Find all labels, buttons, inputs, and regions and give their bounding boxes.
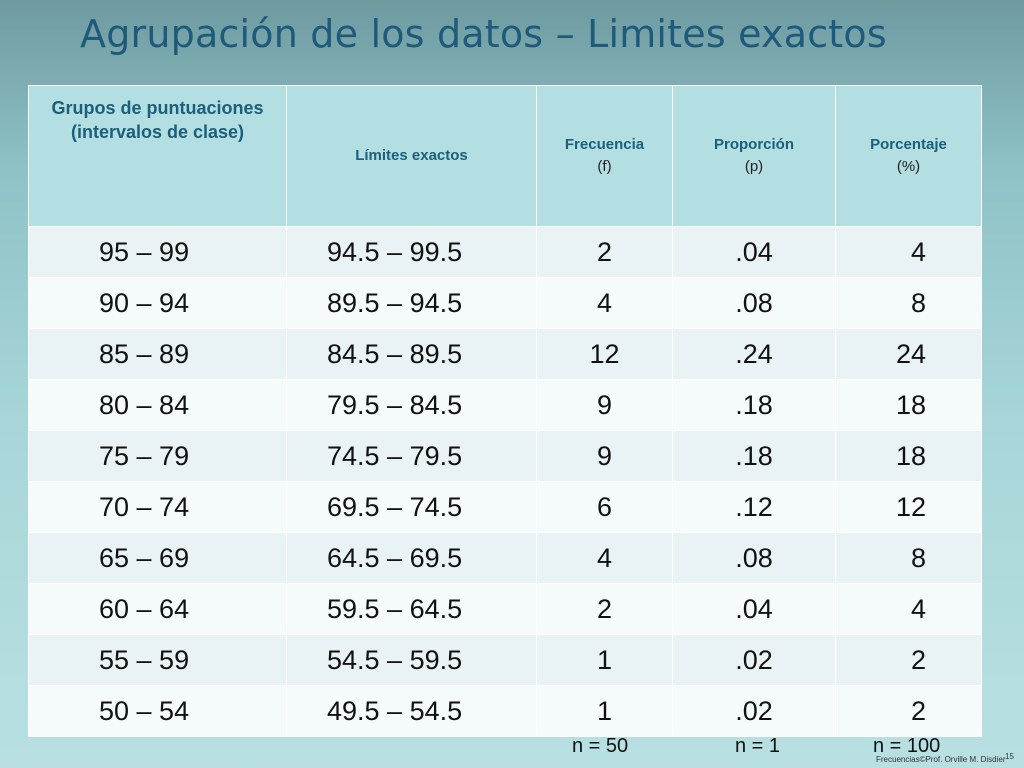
cell-proportion: .04 — [672, 583, 836, 635]
cell-limits: 74.5 – 79.5 — [286, 430, 537, 482]
cell-proportion: .02 — [672, 634, 836, 686]
cell-frequency: 1 — [536, 634, 673, 686]
header-percentage: Porcentaje (%) — [835, 85, 982, 227]
cell-frequency: 1 — [536, 685, 673, 737]
cell-limits: 94.5 – 99.5 — [286, 226, 537, 278]
table-row: 70 – 74 69.5 – 74.5 6.12 12 — [28, 481, 982, 533]
table-body: 95 – 99 94.5 – 99.5 2.04 4 90 – 94 89.5 – 94.… — [28, 226, 982, 737]
total-percentage: n = 100 — [873, 735, 941, 757]
header-proportion: Proporción (p) — [672, 85, 836, 227]
cell-proportion: .04 — [672, 226, 836, 278]
cell-proportion: .08 — [672, 277, 836, 329]
table-row: 75 – 79 74.5 – 79.5 9.18 18 — [28, 430, 982, 482]
table-row: 90 – 94 89.5 – 94.5 4.08 8 — [28, 277, 982, 329]
cell-percentage: 18 — [835, 430, 982, 482]
cell-frequency: 2 — [536, 226, 673, 278]
cell-frequency: 4 — [536, 277, 673, 329]
cell-group: 65 – 69 — [28, 532, 287, 584]
cell-proportion: .18 — [672, 379, 836, 431]
total-proportion: n = 1 — [735, 735, 781, 757]
cell-proportion: .08 — [672, 532, 836, 584]
cell-limits: 64.5 – 69.5 — [286, 532, 537, 584]
cell-limits: 84.5 – 89.5 — [286, 328, 537, 380]
table-header-row: Grupos de puntuaciones (intervalos de cl… — [28, 85, 982, 227]
cell-limits: 79.5 – 84.5 — [286, 379, 537, 431]
cell-percentage: 4 — [835, 226, 982, 278]
table-row: 65 – 69 64.5 – 69.5 4.08 8 — [28, 532, 982, 584]
cell-percentage: 18 — [835, 379, 982, 431]
cell-proportion: .18 — [672, 430, 836, 482]
cell-group: 85 – 89 — [28, 328, 287, 380]
cell-limits: 69.5 – 74.5 — [286, 481, 537, 533]
cell-frequency: 2 — [536, 583, 673, 635]
table-row: 60 – 64 59.5 – 64.5 2.04 4 — [28, 583, 982, 635]
table-row: 80 – 84 79.5 – 84.5 9.18 18 — [28, 379, 982, 431]
header-limits: Límites exactos — [286, 85, 537, 227]
cell-limits: 59.5 – 64.5 — [286, 583, 537, 635]
cell-limits: 49.5 – 54.5 — [286, 685, 537, 737]
cell-percentage: 2 — [835, 685, 982, 737]
footer-credit: Frecuencias©Prof. Orville M. Disdier — [876, 755, 1006, 764]
header-frequency: Frecuencia (f) — [536, 85, 673, 227]
cell-group: 80 – 84 — [28, 379, 287, 431]
cell-percentage: 4 — [835, 583, 982, 635]
cell-frequency: 6 — [536, 481, 673, 533]
cell-frequency: 9 — [536, 430, 673, 482]
total-frequency: n = 50 — [572, 735, 629, 757]
cell-percentage: 2 — [835, 634, 982, 686]
cell-group: 70 – 74 — [28, 481, 287, 533]
header-groups: Grupos de puntuaciones (intervalos de cl… — [28, 85, 287, 227]
table-row: 85 – 89 84.5 – 89.5 12.24 24 — [28, 328, 982, 380]
frequency-table: Grupos de puntuaciones (intervalos de cl… — [28, 85, 982, 737]
cell-proportion: .02 — [672, 685, 836, 737]
cell-proportion: .24 — [672, 328, 836, 380]
cell-percentage: 8 — [835, 532, 982, 584]
cell-group: 55 – 59 — [28, 634, 287, 686]
slide-title: Agrupación de los datos – Limites exacto… — [80, 12, 887, 56]
cell-group: 95 – 99 — [28, 226, 287, 278]
page-number: 15 — [1005, 752, 1014, 761]
cell-group: 90 – 94 — [28, 277, 287, 329]
cell-percentage: 12 — [835, 481, 982, 533]
cell-frequency: 12 — [536, 328, 673, 380]
cell-limits: 89.5 – 94.5 — [286, 277, 537, 329]
cell-group: 75 – 79 — [28, 430, 287, 482]
cell-proportion: .12 — [672, 481, 836, 533]
cell-group: 50 – 54 — [28, 685, 287, 737]
table-row: 95 – 99 94.5 – 99.5 2.04 4 — [28, 226, 982, 278]
cell-group: 60 – 64 — [28, 583, 287, 635]
cell-limits: 54.5 – 59.5 — [286, 634, 537, 686]
cell-frequency: 9 — [536, 379, 673, 431]
table-row: 55 – 59 54.5 – 59.5 1.02 2 — [28, 634, 982, 686]
table-row: 50 – 54 49.5 – 54.5 1.02 2 — [28, 685, 982, 737]
cell-percentage: 24 — [835, 328, 982, 380]
cell-frequency: 4 — [536, 532, 673, 584]
cell-percentage: 8 — [835, 277, 982, 329]
